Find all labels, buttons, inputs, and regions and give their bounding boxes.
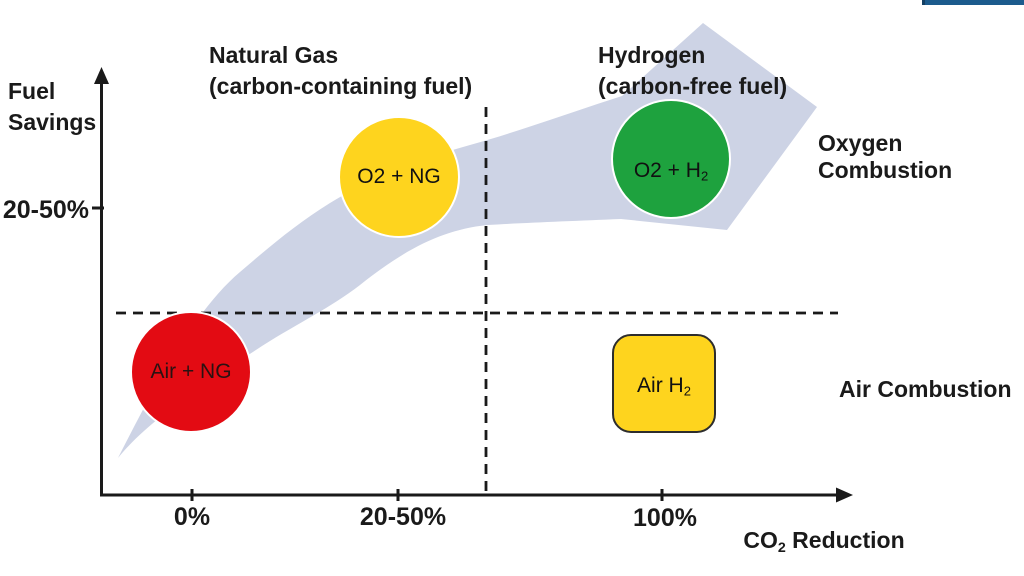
data-point-air-ng: Air + NG <box>130 311 252 433</box>
y-axis-title: Fuel Savings <box>8 78 97 135</box>
data-point-air-h2: Air H2 <box>612 334 716 433</box>
data-point-o2-h2-label-subscript: 2 <box>700 168 709 184</box>
header-accent-bar <box>922 0 1024 5</box>
data-point-o2-h2-label: O2 + H2 <box>634 159 708 184</box>
x-tick-label-100: 100% <box>633 504 697 532</box>
y-tick-label-20-50: 20-50% <box>2 196 89 224</box>
x-axis-title: CO2 Reduction <box>734 527 914 556</box>
x-axis-arrowhead <box>836 487 853 503</box>
column-label-natural-gas: Natural Gas (carbon-containing fuel) <box>209 42 473 99</box>
data-point-o2-h2-label-pre: O2 + H <box>633 158 701 182</box>
data-point-o2-ng: O2 + NG <box>338 116 460 238</box>
data-point-o2-h2: O2 + H2 <box>611 99 731 219</box>
row-label-air-combustion: Air Combustion <box>839 376 1012 402</box>
row-label-oxygen-combustion: Oxygen Combustion <box>818 130 953 183</box>
data-point-air-h2-label-subscript: 2 <box>683 383 691 399</box>
data-point-air-h2-label-pre: Air H <box>637 374 684 398</box>
y-axis-arrowhead <box>94 67 109 84</box>
data-point-o2-ng-label: O2 + NG <box>357 165 441 188</box>
column-label-hydrogen: Hydrogen (carbon-free fuel) <box>598 42 788 99</box>
x-axis-title-subscript: 2 <box>777 539 786 556</box>
data-point-air-ng-label: Air + NG <box>150 360 232 383</box>
data-point-air-h2-label: Air H2 <box>637 374 691 399</box>
x-axis-title-post: Reduction <box>785 527 905 553</box>
x-tick-label-20-50: 20-50% <box>359 503 447 531</box>
x-tick-label-0: 0% <box>173 503 211 531</box>
x-axis-title-pre: CO <box>743 527 778 553</box>
